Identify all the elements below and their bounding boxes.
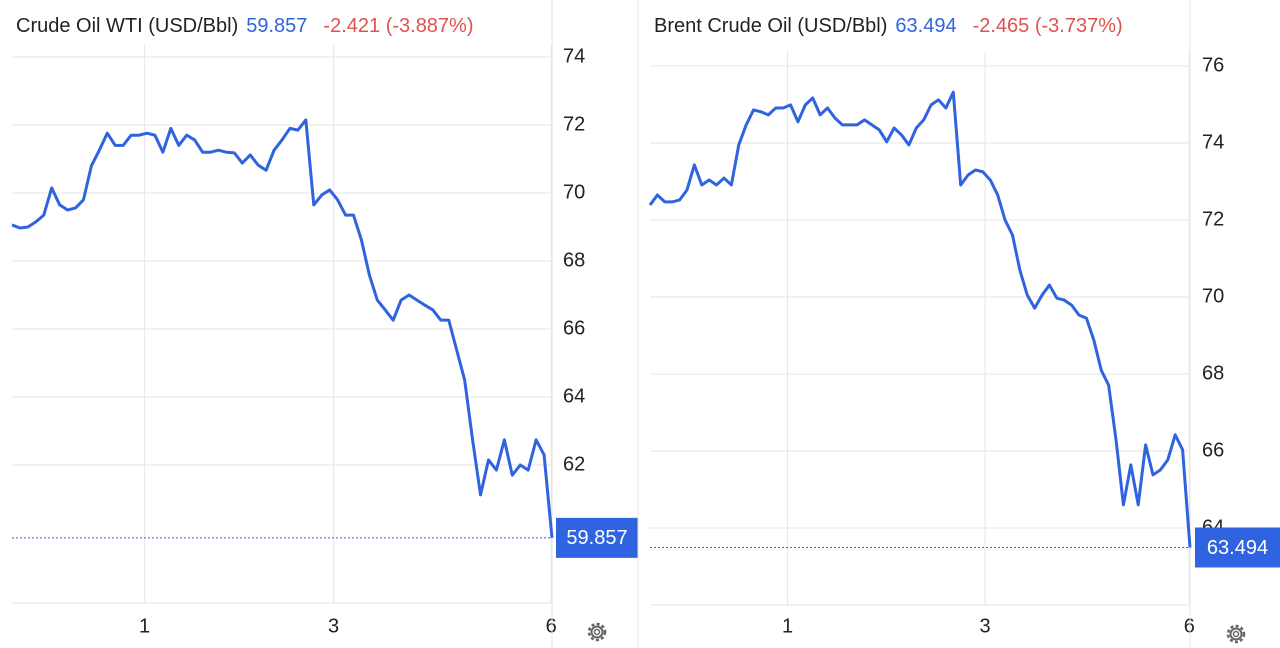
y-tick-label: 70 (563, 181, 585, 203)
x-tick-label: 1 (139, 615, 150, 637)
price-change: -2.421 (-3.887%) (323, 15, 473, 37)
last-price-box (1195, 527, 1280, 568)
last-price-label: 63.494 (1207, 537, 1268, 559)
title: Crude Oil WTI (USD/Bbl) (16, 15, 238, 37)
y-tick-label: 72 (1202, 208, 1224, 230)
price-line (648, 90, 1192, 548)
y-tick-label: 76 (1202, 54, 1224, 76)
x-tick-label: 6 (546, 615, 557, 637)
y-tick-label: 62 (563, 453, 585, 475)
y-tick-label: 66 (1202, 439, 1224, 461)
y-tick-label: 72 (563, 113, 585, 135)
y-tick-label: 70 (1202, 285, 1224, 307)
x-tick-label: 1 (782, 615, 793, 637)
chart-title: Brent Crude Oil (USD/Bbl) 63.494 -2.465 (-… (654, 15, 1123, 37)
settings-icon[interactable] (587, 622, 607, 642)
y-tick-label: 74 (563, 45, 585, 67)
settings-icon[interactable] (1226, 624, 1246, 644)
last-price-label: 59.857 (566, 527, 627, 549)
price-change: -2.465 (-3.737%) (973, 15, 1123, 37)
y-tick-label: 68 (563, 249, 585, 271)
x-tick-label: 3 (328, 615, 339, 637)
x-tick-label: 6 (1184, 615, 1195, 637)
y-tick-label: 68 (1202, 362, 1224, 384)
last-price: 63.494 (895, 15, 956, 37)
last-price: 59.857 (246, 15, 307, 37)
price-line (11, 118, 554, 539)
y-tick-label: 64 (563, 385, 585, 407)
y-tick-label: 66 (563, 317, 585, 339)
chart-title: Crude Oil WTI (USD/Bbl) 59.857 -2.421 (-3.… (16, 15, 474, 37)
last-price-box (556, 517, 638, 558)
y-tick-label: 74 (1202, 131, 1224, 153)
title: Brent Crude Oil (USD/Bbl) (654, 15, 887, 37)
x-tick-label: 3 (980, 615, 991, 637)
